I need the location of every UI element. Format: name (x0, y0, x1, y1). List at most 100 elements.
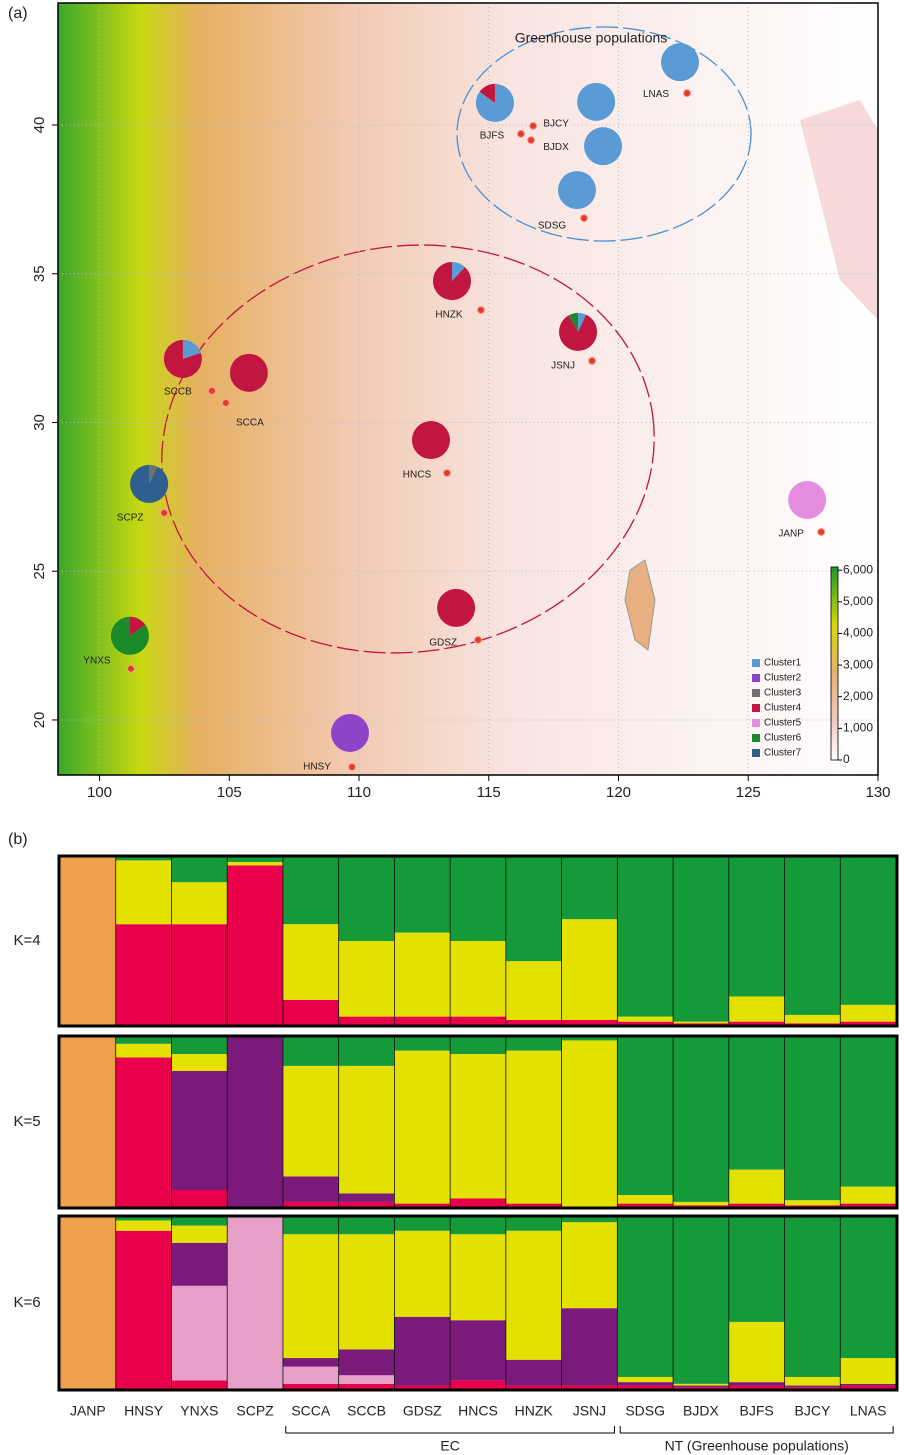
ancestry-bar (171, 857, 227, 882)
ancestry-bar (617, 1217, 673, 1377)
legend-label: Cluster1 (764, 658, 802, 669)
ancestry-bar (283, 1384, 339, 1389)
ancestry-bar (227, 1217, 283, 1389)
sample-site (477, 307, 484, 314)
sample-site (818, 528, 825, 535)
pie-slice (577, 83, 615, 121)
ancestry-bar (562, 1217, 618, 1222)
ancestry-bar (339, 1375, 395, 1384)
ancestry-bar (339, 1017, 395, 1025)
ancestry-bar (283, 1037, 339, 1066)
panel-label: (a) (8, 5, 28, 22)
y-tick-label: 20 (31, 712, 48, 729)
sample-site (589, 357, 596, 364)
ancestry-bar (617, 1017, 673, 1022)
pie-slice (788, 481, 826, 519)
ancestry-bar (339, 1202, 395, 1207)
legend-swatch (752, 734, 760, 742)
site-label: BJFS (480, 131, 505, 142)
ancestry-bar (339, 1217, 395, 1234)
ancestry-bar (227, 862, 283, 865)
ancestry-bar (283, 1000, 339, 1025)
ancestry-bar (116, 1231, 172, 1389)
ancestry-bar (116, 1217, 172, 1220)
ancestry-bar (60, 857, 116, 1025)
site-label: SCCB (164, 387, 192, 398)
ancestry-bar (450, 1380, 506, 1389)
ancestry-bar (450, 1017, 506, 1025)
ancestry-bar (116, 1037, 172, 1044)
ancestry-bar (562, 1222, 618, 1308)
sample-site (475, 636, 482, 643)
ancestry-bar (283, 1234, 339, 1358)
x-tick-label: 110 (347, 784, 371, 801)
ancestry-bar (840, 1022, 896, 1025)
site-label: SCPZ (117, 513, 144, 524)
pop-label: HNSY (124, 1403, 164, 1419)
ancestry-bar (116, 924, 172, 1025)
ancestry-bar (116, 1220, 172, 1230)
ancestry-bar (394, 933, 450, 1017)
legend-label: Cluster5 (764, 718, 802, 729)
pie-slice (437, 589, 475, 627)
ancestry-bar (617, 1195, 673, 1204)
colorbar-label: 4,000 (843, 626, 873, 640)
ancestry-bar (729, 1204, 785, 1207)
ancestry-bar (729, 1022, 785, 1025)
legend-swatch (752, 689, 760, 697)
legend-swatch (752, 749, 760, 757)
x-tick-label: 100 (87, 784, 112, 801)
ancestry-bar (394, 1231, 450, 1317)
ancestry-bar (673, 857, 729, 1022)
ancestry-bar (394, 1204, 450, 1207)
legend-label: Cluster4 (764, 703, 802, 714)
legend-swatch (752, 659, 760, 667)
site-label: BJDX (543, 142, 569, 153)
ancestry-bar (785, 1386, 841, 1388)
ancestry-bar (339, 1066, 395, 1194)
ancestry-bar (450, 1320, 506, 1380)
ancestry-bar (171, 1243, 227, 1286)
ancestry-bar (450, 1199, 506, 1208)
ancestry-bar (785, 1015, 841, 1023)
ancestry-bar (729, 1170, 785, 1204)
ancestry-bar (116, 1057, 172, 1207)
ancestry-bar (673, 1202, 729, 1205)
ancestry-bar (785, 1217, 841, 1377)
ancestry-bar (60, 1217, 116, 1389)
ancestry-bar (227, 1037, 283, 1207)
sample-site (222, 399, 229, 406)
sample-site (517, 130, 524, 137)
pop-label: SCPZ (236, 1403, 274, 1419)
ancestry-bar (506, 1217, 562, 1231)
pop-label: LNAS (850, 1403, 887, 1419)
ancestry-bar (171, 1054, 227, 1071)
legend-label: Cluster3 (764, 688, 802, 699)
pop-label: BJFS (740, 1403, 774, 1419)
pie-slice (433, 262, 471, 300)
ancestry-bar (785, 1377, 841, 1386)
site-label: JANP (778, 529, 804, 540)
ancestry-bar (729, 1217, 785, 1322)
ancestry-bar (116, 860, 172, 924)
panel-label: (b) (8, 831, 28, 848)
site-label: HNCS (403, 470, 432, 481)
ancestry-bar (506, 857, 562, 961)
group-label: EC (440, 1438, 459, 1454)
ancestry-bar (283, 1202, 339, 1207)
k-label: K=5 (13, 1113, 40, 1130)
pie-slice (558, 171, 596, 209)
ancestry-bar (673, 1217, 729, 1384)
ancestry-bar (617, 1377, 673, 1382)
ancestry-bar (283, 1367, 339, 1384)
y-tick-label: 30 (31, 414, 48, 431)
ancestry-bar (339, 1349, 395, 1375)
x-tick-label: 125 (736, 784, 761, 801)
ancestry-bar (617, 857, 673, 1017)
pop-label: SCCA (291, 1403, 331, 1419)
colorbar-label: 1,000 (843, 721, 873, 735)
x-tick-label: 105 (217, 784, 242, 801)
ancestry-bar (562, 1020, 618, 1025)
ancestry-bar (840, 1204, 896, 1207)
ancestry-bar (339, 1193, 395, 1202)
